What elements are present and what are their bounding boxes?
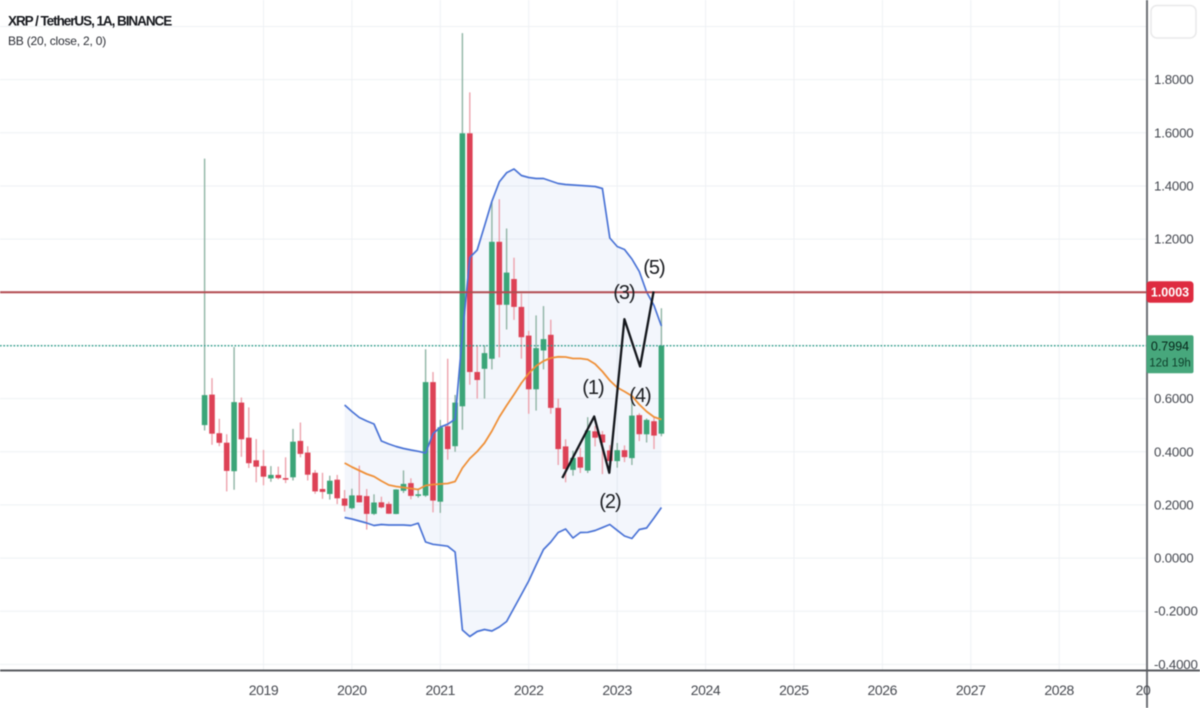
svg-text:12d 19h: 12d 19h bbox=[1149, 358, 1191, 370]
svg-text:0.2000: 0.2000 bbox=[1154, 497, 1193, 512]
svg-text:2021: 2021 bbox=[426, 682, 456, 698]
svg-text:1.2000: 1.2000 bbox=[1154, 232, 1193, 247]
svg-text:2020: 2020 bbox=[337, 682, 367, 698]
svg-text:XRP / TetherUS, 1A, BINANCE: XRP / TetherUS, 1A, BINANCE bbox=[8, 14, 172, 29]
svg-text:0.4000: 0.4000 bbox=[1154, 444, 1193, 459]
svg-text:1.6000: 1.6000 bbox=[1154, 125, 1193, 140]
svg-text:0.0000: 0.0000 bbox=[1154, 551, 1193, 566]
svg-text:2027: 2027 bbox=[956, 682, 986, 698]
svg-text:20: 20 bbox=[1136, 682, 1151, 698]
svg-text:1.4000: 1.4000 bbox=[1154, 179, 1193, 194]
svg-text:2026: 2026 bbox=[868, 682, 898, 698]
svg-text:2022: 2022 bbox=[514, 682, 544, 698]
svg-text:2028: 2028 bbox=[1044, 682, 1074, 698]
svg-text:0.6000: 0.6000 bbox=[1154, 391, 1193, 406]
svg-text:2024: 2024 bbox=[691, 682, 721, 698]
svg-text:-0.2000: -0.2000 bbox=[1154, 604, 1198, 619]
svg-text:(3): (3) bbox=[613, 282, 635, 304]
svg-text:BB (20, close, 2, 0): BB (20, close, 2, 0) bbox=[8, 34, 106, 48]
svg-text:(2): (2) bbox=[599, 491, 621, 513]
svg-text:1.8000: 1.8000 bbox=[1154, 72, 1193, 87]
svg-text:2025: 2025 bbox=[779, 682, 809, 698]
svg-text:0.7994: 0.7994 bbox=[1151, 340, 1189, 354]
svg-text:(1): (1) bbox=[582, 377, 604, 399]
svg-text:-0.4000: -0.4000 bbox=[1154, 657, 1198, 672]
svg-text:(5): (5) bbox=[643, 257, 665, 279]
svg-text:2023: 2023 bbox=[602, 682, 632, 698]
svg-text:2019: 2019 bbox=[249, 682, 279, 698]
svg-text:(4): (4) bbox=[629, 385, 651, 407]
svg-text:1.0003: 1.0003 bbox=[1151, 286, 1189, 300]
